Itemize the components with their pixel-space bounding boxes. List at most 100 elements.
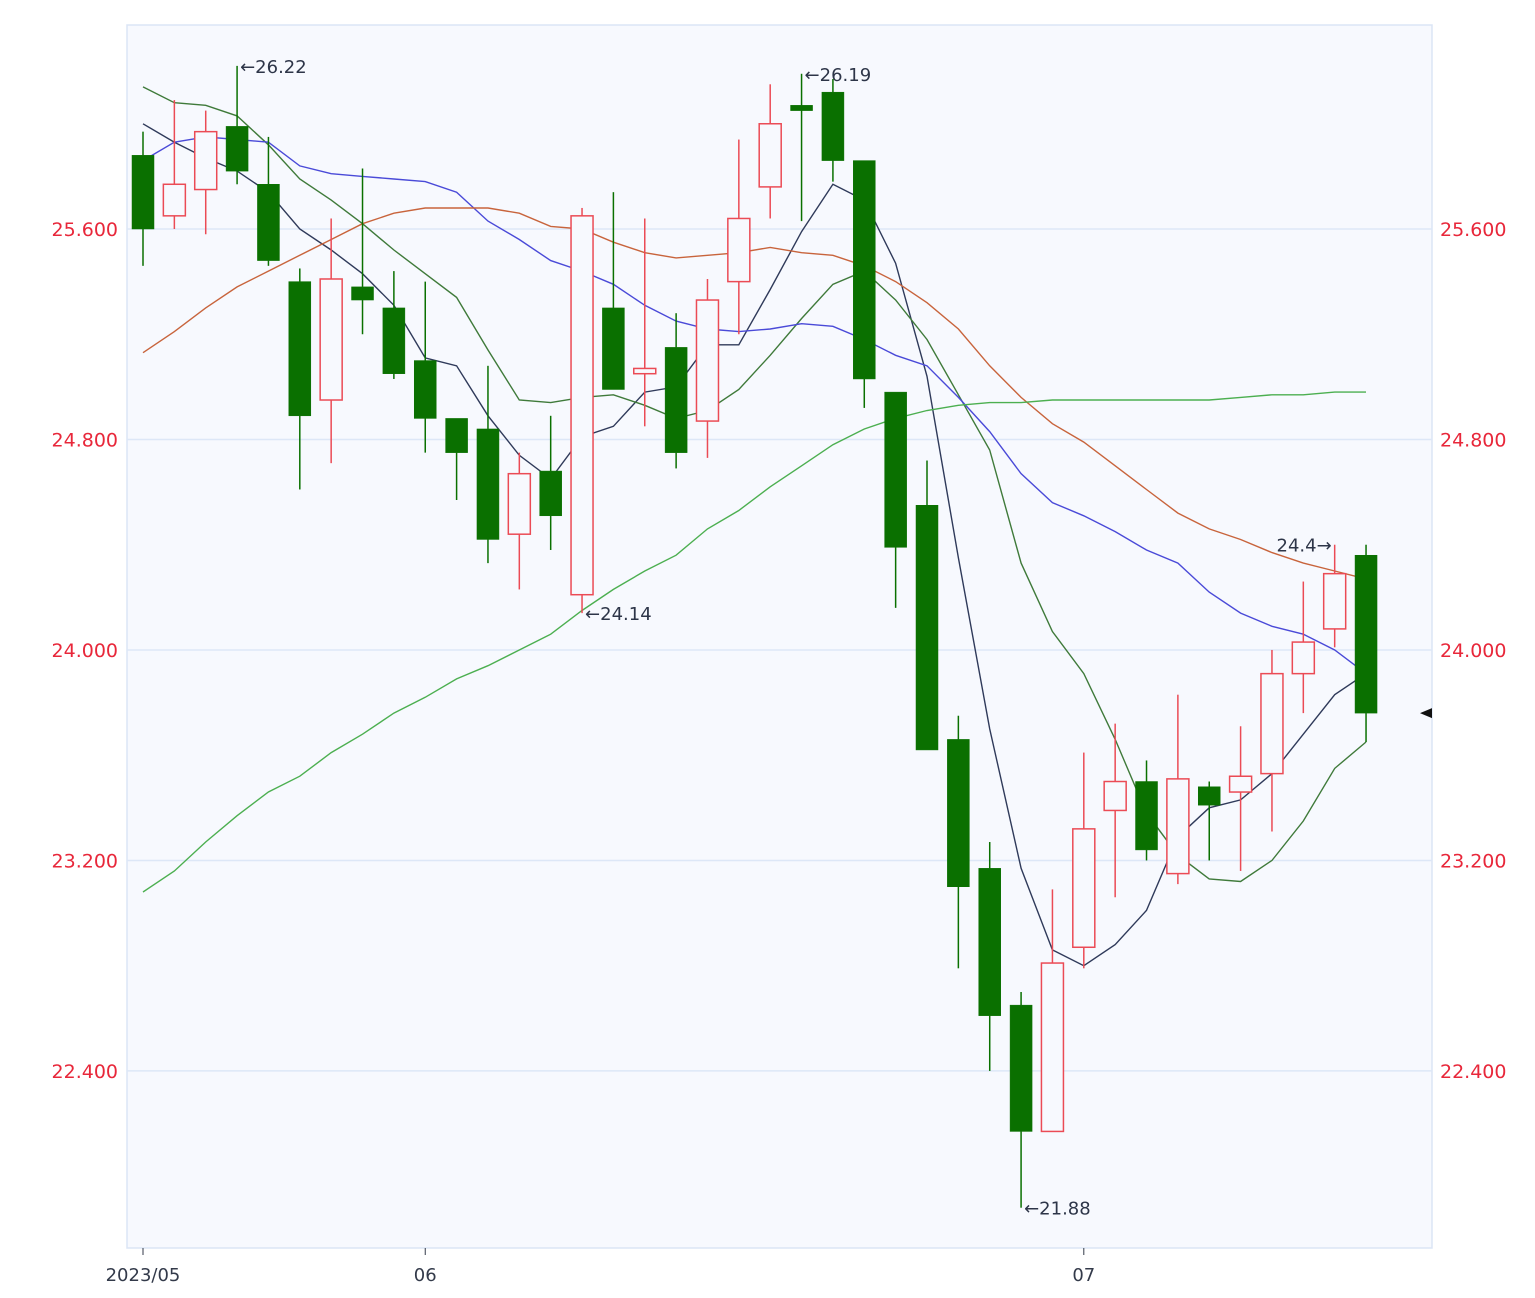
- moving-average-line: [142, 207, 1367, 580]
- candle-body: [602, 307, 625, 390]
- candle-down: [853, 160, 876, 408]
- moving-average-lines: [142, 86, 1367, 967]
- candle-up: [507, 452, 532, 590]
- extreme-price-label: ←26.19: [805, 65, 872, 86]
- candle-down: [1135, 760, 1158, 861]
- y-tick-label-right: 25.600: [1440, 219, 1506, 241]
- candle-down: [821, 79, 845, 182]
- candle-body: [413, 360, 437, 419]
- candle-up: [758, 84, 782, 219]
- candle-body: [695, 299, 720, 422]
- candle-body: [319, 278, 343, 401]
- candle-body: [790, 105, 813, 111]
- candle-down: [225, 65, 249, 185]
- y-tick-label-right: 23.200: [1440, 850, 1506, 872]
- candle-up: [319, 218, 343, 464]
- candle-down: [445, 418, 468, 500]
- candle-up: [570, 207, 594, 614]
- candle-up: [633, 218, 657, 427]
- candle-down: [257, 136, 280, 266]
- candle-body: [1072, 828, 1096, 949]
- candle-body: [225, 126, 249, 172]
- last-price-marker-icon: [1420, 708, 1432, 719]
- y-axis-left: 22.400 23.200 24.000 24.800 25.600: [52, 219, 118, 1083]
- x-tick-label: 07: [1072, 1265, 1095, 1286]
- candle-body: [507, 472, 532, 535]
- candle-up: [727, 139, 751, 335]
- candle-up: [695, 278, 720, 458]
- extreme-price-label: ←26.22: [240, 57, 307, 78]
- candle-down: [884, 391, 907, 608]
- candle-down: [1354, 544, 1378, 743]
- y-tick-label-right: 22.400: [1440, 1061, 1506, 1083]
- candle-body: [633, 367, 657, 375]
- x-tick-label: 06: [414, 1265, 437, 1286]
- candle-body: [1354, 554, 1378, 714]
- y-tick-label-left: 23.200: [52, 850, 118, 872]
- candle-body: [664, 347, 688, 453]
- candle-down: [664, 313, 688, 469]
- y-tick-label-right: 24.800: [1440, 429, 1506, 451]
- candle-body: [1135, 781, 1158, 851]
- candle-body: [193, 130, 218, 191]
- y-tick-label-left: 25.600: [52, 219, 118, 241]
- y-tick-label-right: 24.000: [1440, 640, 1506, 662]
- candle-down: [790, 73, 813, 222]
- annotations: ←26.22 ←26.19 ←24.14 ←21.88 24.4→: [240, 57, 1432, 1220]
- gridlines: [127, 228, 1432, 1072]
- candle-body: [476, 428, 500, 540]
- candle-up: [1322, 544, 1347, 648]
- x-axis: 2023/05 06 07: [106, 1248, 1095, 1286]
- candle-down: [539, 415, 562, 550]
- extreme-price-label: ←21.88: [1024, 1199, 1091, 1220]
- candle-down: [915, 460, 939, 751]
- candle-body: [1103, 780, 1127, 812]
- y-axis-right: 22.400 23.200 24.000 24.800 25.600: [1440, 219, 1506, 1083]
- candle-up: [1228, 726, 1253, 871]
- candle-body: [884, 391, 907, 548]
- candle-body: [853, 160, 876, 380]
- candle-body: [288, 281, 312, 417]
- extreme-price-label: 24.4→: [1277, 536, 1332, 557]
- candle-down: [602, 192, 625, 390]
- candle-up: [1291, 581, 1316, 714]
- x-tick-label: 2023/05: [106, 1265, 181, 1286]
- moving-average-line: [142, 86, 1367, 883]
- candle-body: [257, 184, 280, 261]
- candle-body: [539, 470, 562, 517]
- candle-body: [1291, 641, 1316, 675]
- candle-body: [1009, 1004, 1033, 1132]
- moving-average-line: [142, 123, 1367, 967]
- candle-down: [978, 842, 1001, 1071]
- moving-average-line: [142, 391, 1366, 893]
- candle-down: [476, 365, 500, 564]
- candle-up: [1260, 649, 1284, 832]
- candle-body: [162, 183, 187, 217]
- y-tick-label-left: 24.000: [52, 640, 118, 662]
- plot-area: [126, 24, 1433, 1249]
- candle-up: [193, 110, 218, 235]
- candle-body: [915, 505, 939, 751]
- candle-up: [1040, 889, 1065, 1133]
- extreme-price-label: ←24.14: [585, 604, 652, 625]
- moving-average-line: [142, 136, 1367, 675]
- candle-body: [131, 155, 155, 230]
- candle-body: [727, 217, 751, 283]
- candle-body: [351, 286, 374, 301]
- candle-body: [1166, 778, 1190, 875]
- y-tick-label-left: 24.800: [52, 429, 118, 451]
- candle-body: [445, 418, 468, 453]
- candle-up: [1166, 694, 1190, 885]
- candle-body: [382, 307, 406, 374]
- candle-down: [131, 131, 155, 266]
- candle-down: [413, 281, 437, 453]
- candle-down: [1197, 781, 1221, 861]
- candles: [131, 65, 1378, 1208]
- candle-body: [1228, 775, 1253, 793]
- candle-down: [351, 168, 374, 335]
- candle-up: [162, 100, 187, 229]
- candle-up: [1072, 752, 1096, 969]
- candle-down: [288, 268, 312, 490]
- candle-body: [1040, 962, 1065, 1133]
